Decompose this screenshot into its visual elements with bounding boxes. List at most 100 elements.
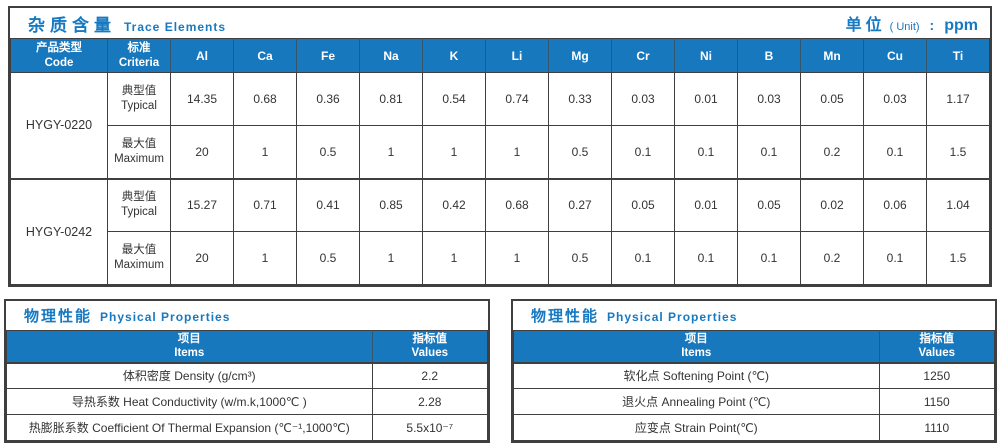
col-header-code-en: Code xyxy=(44,56,74,69)
element-value-cell: 1 xyxy=(422,125,486,179)
physical-left-title-bar: 物理性能 Physical Properties xyxy=(6,301,488,330)
element-value-cell: 0.5 xyxy=(296,125,360,179)
trace-title-bar: 杂质含量 Trace Elements 单位 ( Unit) : ppm xyxy=(10,8,990,38)
element-value-cell: 0.1 xyxy=(611,231,675,285)
element-value-cell: 0.01 xyxy=(674,72,738,126)
element-value-cell: 0.05 xyxy=(800,72,864,126)
criteria-label-en: Typical xyxy=(121,206,157,219)
property-item-cell: 热膨胀系数 Coefficient Of Thermal Expansion (… xyxy=(6,414,373,441)
element-value-cell: 0.54 xyxy=(422,72,486,126)
table-row-0220-maximum: 最大值 Maximum 20 1 0.5 1 1 1 0.5 0.1 0.1 0… xyxy=(11,125,990,179)
element-value-cell: 0.81 xyxy=(359,72,423,126)
property-item-cell: 退火点 Annealing Point (℃) xyxy=(513,388,880,415)
col-header-items-cn: 项目 xyxy=(684,332,708,345)
physical-properties-row: 物理性能 Physical Properties 项目 Items 指标值 Val… xyxy=(4,299,997,443)
physical-properties-right-section: 物理性能 Physical Properties 项目 Items 指标值 Val… xyxy=(511,299,997,443)
element-value-cell: 1.5 xyxy=(926,231,990,285)
criteria-cell: 最大值 Maximum xyxy=(107,125,171,179)
physical-right-title-en: Physical Properties xyxy=(607,310,738,324)
physical-right-table: 项目 Items 指标值 Values 软化点 Softening Point … xyxy=(513,330,996,441)
physical-left-title-cn: 物理性能 xyxy=(24,308,93,325)
element-value-cell: 0.1 xyxy=(863,125,927,179)
product-code-cell: HYGY-0220 xyxy=(10,72,108,179)
table-row-thermal-expansion: 热膨胀系数 Coefficient Of Thermal Expansion (… xyxy=(6,414,489,441)
element-value-cell: 0.1 xyxy=(674,231,738,285)
criteria-label-cn: 典型值 xyxy=(121,191,157,204)
trace-title-en: Trace Elements xyxy=(124,19,227,34)
table-row-softening-point: 软化点 Softening Point (℃) 1250 xyxy=(513,362,996,389)
property-item-cell: 体积密度 Density (g/cm³) xyxy=(6,362,373,389)
element-value-cell: 0.42 xyxy=(422,177,486,232)
col-header-code: 产品类型 Code xyxy=(10,38,108,73)
element-value-cell: 0.33 xyxy=(548,72,612,126)
col-header-values-en: Values xyxy=(411,347,448,360)
property-value-cell: 5.5x10⁻⁷ xyxy=(371,414,489,441)
property-item-cell: 导热系数 Heat Conductivity (w/m.k,1000℃ ) xyxy=(6,388,373,415)
table-row-0220-typical: HYGY-0220 典型值 Typical 14.35 0.68 0.36 0.… xyxy=(10,72,990,179)
criteria-label-en: Maximum xyxy=(114,152,164,165)
table-row-density: 体积密度 Density (g/cm³) 2.2 xyxy=(6,362,489,389)
col-header-element-ca: Ca xyxy=(233,38,297,73)
table-row-annealing-point: 退火点 Annealing Point (℃) 1150 xyxy=(513,388,996,415)
criteria-cell: 最大值 Maximum xyxy=(107,231,171,285)
criteria-label-en: Typical xyxy=(121,100,157,112)
unit-cn: 单位 xyxy=(845,17,886,34)
physical-left-header-row: 项目 Items 指标值 Values xyxy=(6,330,489,364)
property-item-cell: 应变点 Strain Point(℃) xyxy=(513,414,880,441)
physical-right-header-row: 项目 Items 指标值 Values xyxy=(513,330,996,364)
trace-header-row: 产品类型 Code 标准 Criteria Al Ca Fe Na K Li M… xyxy=(10,38,990,73)
element-value-cell: 0.36 xyxy=(296,72,360,126)
element-value-cell: 0.05 xyxy=(611,177,675,232)
element-value-cell: 0.03 xyxy=(737,72,801,126)
col-header-element-cr: Cr xyxy=(611,38,675,73)
trace-title-cn: 杂质含量 xyxy=(28,15,116,35)
element-value-cell: 0.2 xyxy=(800,231,864,285)
element-value-cell: 15.27 xyxy=(170,177,234,232)
element-value-cell: 1 xyxy=(359,125,423,179)
element-value-cell: 0.41 xyxy=(296,177,360,232)
col-header-criteria-cn: 标准 xyxy=(127,42,151,55)
element-value-cell: 0.71 xyxy=(233,177,297,232)
unit-label: 单位 ( Unit) : ppm xyxy=(846,11,978,35)
trace-elements-table: 产品类型 Code 标准 Criteria Al Ca Fe Na K Li M… xyxy=(10,38,990,285)
physical-right-title-bar: 物理性能 Physical Properties xyxy=(513,301,995,330)
col-header-criteria-en: Criteria xyxy=(118,56,160,69)
col-header-element-cu: Cu xyxy=(863,38,927,73)
table-row-strain-point: 应变点 Strain Point(℃) 1110 xyxy=(513,414,996,441)
product-code-cell: HYGY-0242 xyxy=(10,177,108,285)
physical-right-title: 物理性能 Physical Properties xyxy=(531,305,737,326)
unit-paren: ( Unit) xyxy=(889,21,920,33)
col-header-values: 指标值 Values xyxy=(371,330,489,364)
col-header-values-cn: 指标值 xyxy=(919,332,955,345)
element-value-cell: 20 xyxy=(170,125,234,179)
element-value-cell: 0.1 xyxy=(737,231,801,285)
physical-right-title-cn: 物理性能 xyxy=(531,308,600,325)
col-header-element-al: Al xyxy=(170,38,234,73)
element-value-cell: 0.03 xyxy=(611,72,675,126)
criteria-label-en: Maximum xyxy=(114,259,164,271)
col-header-element-b: B xyxy=(737,38,801,73)
element-value-cell: 14.35 xyxy=(170,72,234,126)
element-value-cell: 0.1 xyxy=(674,125,738,179)
element-value-cell: 0.02 xyxy=(800,177,864,232)
element-value-cell: 0.85 xyxy=(359,177,423,232)
element-value-cell: 0.5 xyxy=(548,231,612,285)
element-value-cell: 0.06 xyxy=(863,177,927,232)
col-header-items-en: Items xyxy=(681,347,712,360)
col-header-items-en: Items xyxy=(174,347,205,360)
criteria-label-cn: 最大值 xyxy=(121,137,157,150)
element-value-cell: 0.1 xyxy=(863,231,927,285)
element-value-cell: 20 xyxy=(170,231,234,285)
element-value-cell: 0.27 xyxy=(548,177,612,232)
element-value-cell: 0.68 xyxy=(485,177,549,232)
element-value-cell: 1 xyxy=(233,125,297,179)
property-value-cell: 1150 xyxy=(878,388,996,415)
col-header-element-ti: Ti xyxy=(926,38,990,73)
property-value-cell: 2.28 xyxy=(371,388,489,415)
col-header-code-cn: 产品类型 xyxy=(36,42,82,55)
element-value-cell: 0.03 xyxy=(863,72,927,126)
col-header-element-mg: Mg xyxy=(548,38,612,73)
element-value-cell: 0.1 xyxy=(737,125,801,179)
table-row-heat-conductivity: 导热系数 Heat Conductivity (w/m.k,1000℃ ) 2.… xyxy=(6,388,489,415)
trace-elements-section: 杂质含量 Trace Elements 单位 ( Unit) : ppm 产品类型… xyxy=(8,6,992,287)
